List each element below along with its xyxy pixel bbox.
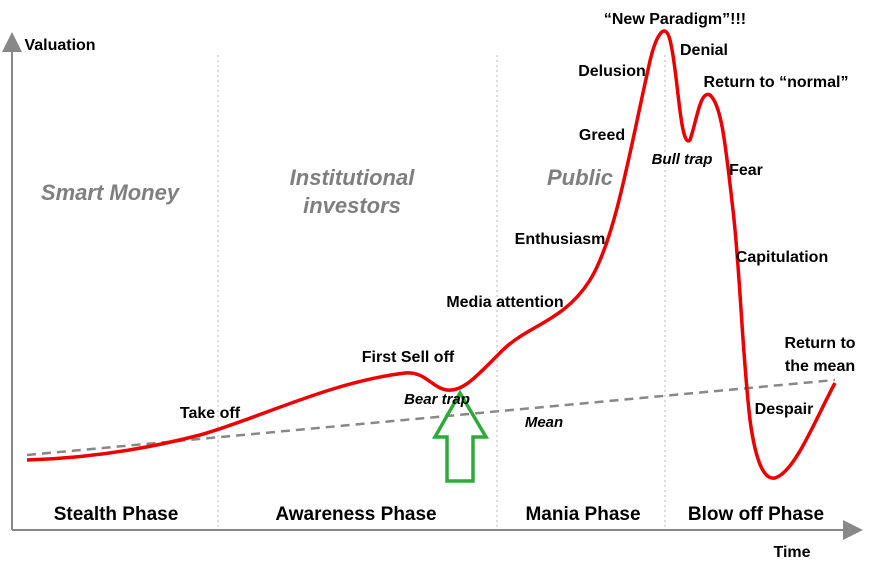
annotation: Denial (680, 42, 728, 59)
annotation: Bear trap (404, 391, 470, 408)
group-label: Smart Money (41, 180, 181, 205)
annotation: Delusion (578, 63, 646, 80)
valuation-curve (26, 29, 837, 480)
annotation: Return to (784, 335, 855, 352)
phase-label: Stealth Phase (54, 504, 179, 525)
annotation: Media attention (446, 294, 563, 311)
annotation: “New Paradigm”!!! (604, 11, 746, 28)
annotation: Capitulation (736, 249, 828, 266)
annotation: Greed (579, 127, 625, 144)
annotation: Return to “normal” (704, 74, 849, 91)
annotation: Enthusiasm (515, 231, 606, 248)
annotation: Despair (755, 401, 814, 418)
group-label: investors (303, 193, 401, 218)
annotation: Fear (729, 162, 763, 179)
group-label: Institutional (290, 165, 416, 190)
phase-label: Blow off Phase (688, 504, 824, 525)
annotation: First Sell off (362, 349, 455, 366)
buy-arrow (431, 389, 490, 483)
annotation: Bull trap (652, 151, 713, 168)
x-axis-label: Time (773, 544, 810, 561)
axes (2, 32, 863, 540)
group-label: Public (547, 165, 613, 190)
annotation: Take off (180, 405, 241, 422)
phase-label: Awareness Phase (275, 504, 436, 525)
phase-label: Mania Phase (525, 504, 640, 525)
y-axis-label: Valuation (24, 37, 95, 54)
annotation: the mean (785, 358, 855, 375)
annotation: Mean (525, 414, 563, 431)
